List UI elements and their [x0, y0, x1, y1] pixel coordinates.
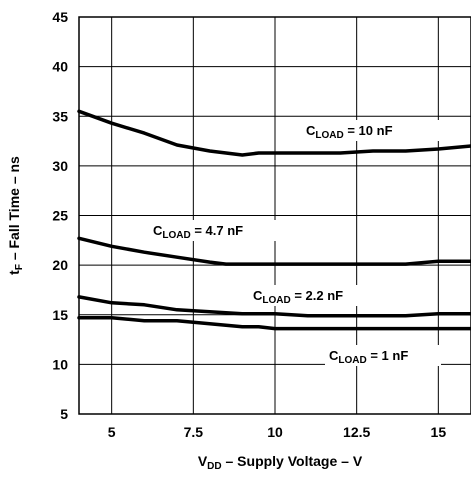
series-line-10-nF [77, 109, 471, 157]
series-line-1-nF [77, 315, 471, 331]
x-tick-label: 7.5 [184, 424, 204, 440]
plot-frame [78, 16, 471, 415]
series-label-1-nF: CLOAD = 1 nF [329, 348, 408, 366]
series-label-background [249, 285, 379, 306]
tick-labels: 5 10 15 20 25 30 35 40 45 5 7.5 10 12.5 15 [52, 9, 446, 440]
series-labels: CLOAD = 10 nF CLOAD = 4.7 nF CLOAD = 2.2 n… [149, 120, 445, 366]
y-tick-label: 25 [52, 208, 68, 224]
x-tick-label: 5 [108, 424, 116, 440]
series-label-background [302, 120, 445, 141]
series-line-4-7-nF [77, 236, 471, 266]
y-tick-label: 10 [52, 356, 68, 372]
x-tick-label: 15 [431, 424, 447, 440]
y-axis-title: tF – Fall Time – ns [6, 156, 25, 275]
series-line-2-2-nF [77, 295, 471, 318]
y-tick-label: 35 [52, 108, 68, 124]
series-label-4-7-nF: CLOAD = 4.7 nF [153, 223, 243, 241]
x-tick-label: 12.5 [343, 424, 370, 440]
y-tick-label: 15 [52, 307, 68, 323]
y-tick-label: 5 [60, 406, 68, 422]
y-tick-label: 20 [52, 257, 68, 273]
x-axis-title: VDD – Supply Voltage – V [198, 453, 363, 472]
y-tick-label: 30 [52, 158, 68, 174]
grid [79, 17, 471, 414]
y-tick-label: 40 [52, 59, 68, 75]
series-label-background [149, 220, 279, 241]
x-tick-label: 10 [267, 424, 283, 440]
series-label-2-2-nF: CLOAD = 2.2 nF [253, 288, 343, 306]
y-tick-label: 45 [52, 9, 68, 25]
series-label-background [325, 345, 441, 366]
series-label-10-nF: CLOAD = 10 nF [306, 123, 393, 141]
curves [77, 109, 471, 331]
